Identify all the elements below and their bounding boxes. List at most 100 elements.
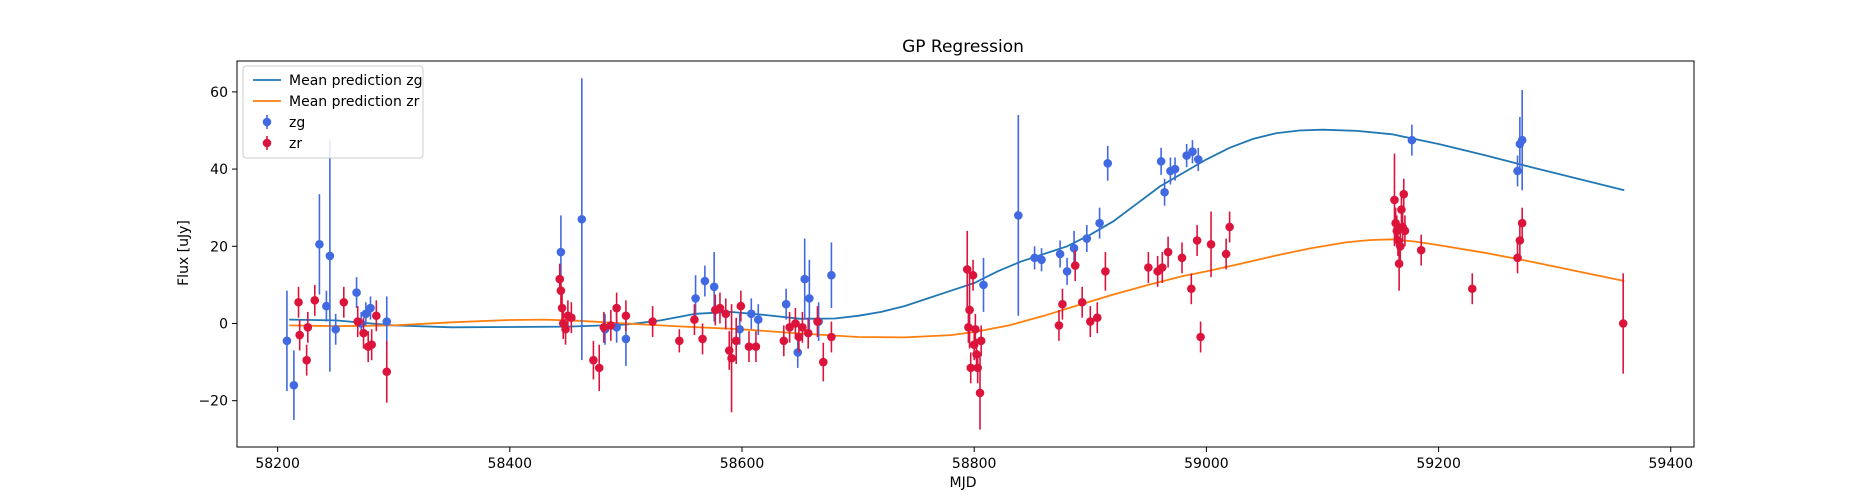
zr-point-33	[727, 353, 736, 363]
zr-point-13	[556, 286, 566, 295]
zg-point-27	[827, 270, 836, 280]
zg-point-3	[322, 301, 331, 311]
zr-point-45	[818, 357, 828, 367]
x-axis-label: MJD	[950, 475, 977, 491]
y-tick-label--20: −20	[198, 394, 228, 410]
zr-point-80	[1394, 259, 1404, 268]
x-tick-label-59400: 59400	[1649, 456, 1694, 472]
zr-point-61	[1077, 297, 1087, 307]
plot-area	[282, 78, 1628, 430]
legend-label-zr: zr	[289, 136, 302, 152]
x-tick-label-59200: 59200	[1416, 456, 1461, 472]
zr-point-41	[794, 332, 804, 342]
legend-label-zg: zg	[289, 115, 305, 131]
zg-point-1	[289, 380, 299, 390]
zr-point-3	[303, 323, 313, 332]
zr-point-46	[827, 332, 836, 342]
zr-point-14	[557, 303, 567, 313]
chart-title: GP Regression	[902, 37, 1024, 57]
zr-point-42	[798, 323, 807, 332]
zr-point-9	[367, 340, 376, 350]
zr-point-6	[353, 317, 363, 326]
zr-point-10	[372, 311, 381, 321]
zr-point-35	[736, 301, 746, 311]
zr-point-59	[1058, 299, 1067, 309]
x-axis: 58200 58400 58600 58800 59000 59200 59400	[255, 447, 1693, 472]
legend-marker-zg	[262, 117, 272, 127]
zr-point-22	[606, 321, 616, 330]
plot-series	[282, 78, 1628, 430]
zr-point-49	[965, 305, 974, 315]
zg-point-17	[700, 276, 710, 286]
zg-point-22	[781, 299, 791, 309]
zg-point-31	[1037, 255, 1046, 265]
zg-point-38	[1156, 157, 1166, 166]
zr-point-53	[971, 324, 980, 334]
zg-point-36	[1095, 218, 1104, 228]
zr-point-62	[1086, 317, 1095, 326]
zr-point-69	[1177, 253, 1187, 263]
zr-point-38	[779, 336, 789, 346]
zg-point-25	[805, 294, 814, 303]
zr-point-43	[803, 328, 813, 338]
zg-point-16	[691, 294, 700, 303]
x-tick-label-58400: 58400	[488, 456, 533, 472]
zr-point-1	[295, 330, 304, 340]
zr-point-91	[1618, 319, 1628, 328]
y-tick-label-60: 60	[210, 85, 228, 101]
zr-point-81	[1395, 241, 1405, 251]
zg-point-19	[735, 324, 744, 334]
zg-point-20	[747, 309, 756, 319]
zr-point-56	[975, 388, 985, 398]
zg-point-8	[361, 309, 371, 319]
y-axis: −20 0 20 40 60	[198, 85, 237, 410]
y-tick-label-20: 20	[210, 239, 228, 255]
axes-frame	[236, 60, 1695, 448]
x-tick-label-59000: 59000	[1184, 456, 1229, 472]
zg-point-29	[1014, 211, 1023, 220]
zr-point-75	[1225, 222, 1234, 232]
legend-box	[242, 65, 424, 159]
legend-label-mean-prediction-zr: Mean prediction zr	[289, 94, 420, 110]
zr-point-50	[966, 363, 976, 373]
zr-point-86	[1416, 245, 1426, 255]
zr-point-12	[555, 274, 565, 284]
zg-point-5	[331, 324, 340, 334]
zg-point-32	[1055, 249, 1065, 259]
zr-point-27	[690, 315, 699, 324]
zr-point-0	[294, 297, 303, 307]
zg-point-34	[1069, 243, 1079, 253]
zg-point-24	[800, 274, 810, 284]
zg-point-28	[979, 280, 988, 290]
zg-point-10	[382, 317, 392, 326]
zg-point-12	[577, 214, 587, 224]
legend-label-mean-prediction-zg: Mean prediction zg	[289, 73, 423, 89]
zg-point-41	[1170, 164, 1180, 174]
zr-point-5	[339, 297, 349, 307]
zg-point-37	[1103, 158, 1113, 168]
x-tick-label-58800: 58800	[952, 456, 997, 472]
zg-point-23	[793, 348, 803, 357]
zr-point-30	[715, 303, 725, 313]
zr-point-71	[1192, 236, 1202, 245]
zg-point-21	[753, 315, 763, 324]
zg-point-44	[1193, 155, 1203, 164]
zg-point-0	[282, 336, 292, 346]
zg-point-30	[1030, 253, 1039, 263]
series-points-zr	[294, 153, 1628, 430]
zr-point-65	[1144, 263, 1153, 272]
zr-point-74	[1221, 249, 1231, 259]
zr-point-36	[744, 342, 754, 351]
zr-point-26	[675, 336, 684, 346]
y-tick-label-40: 40	[210, 162, 228, 178]
zr-point-25	[648, 317, 657, 326]
y-tick-label-0: 0	[219, 316, 228, 332]
zr-point-34	[731, 336, 741, 346]
zr-point-58	[1054, 321, 1064, 330]
zr-point-48	[964, 323, 973, 332]
zr-point-19	[589, 355, 598, 365]
zg-point-39	[1160, 187, 1169, 197]
zr-point-4	[310, 296, 320, 305]
zr-point-60	[1070, 261, 1080, 270]
